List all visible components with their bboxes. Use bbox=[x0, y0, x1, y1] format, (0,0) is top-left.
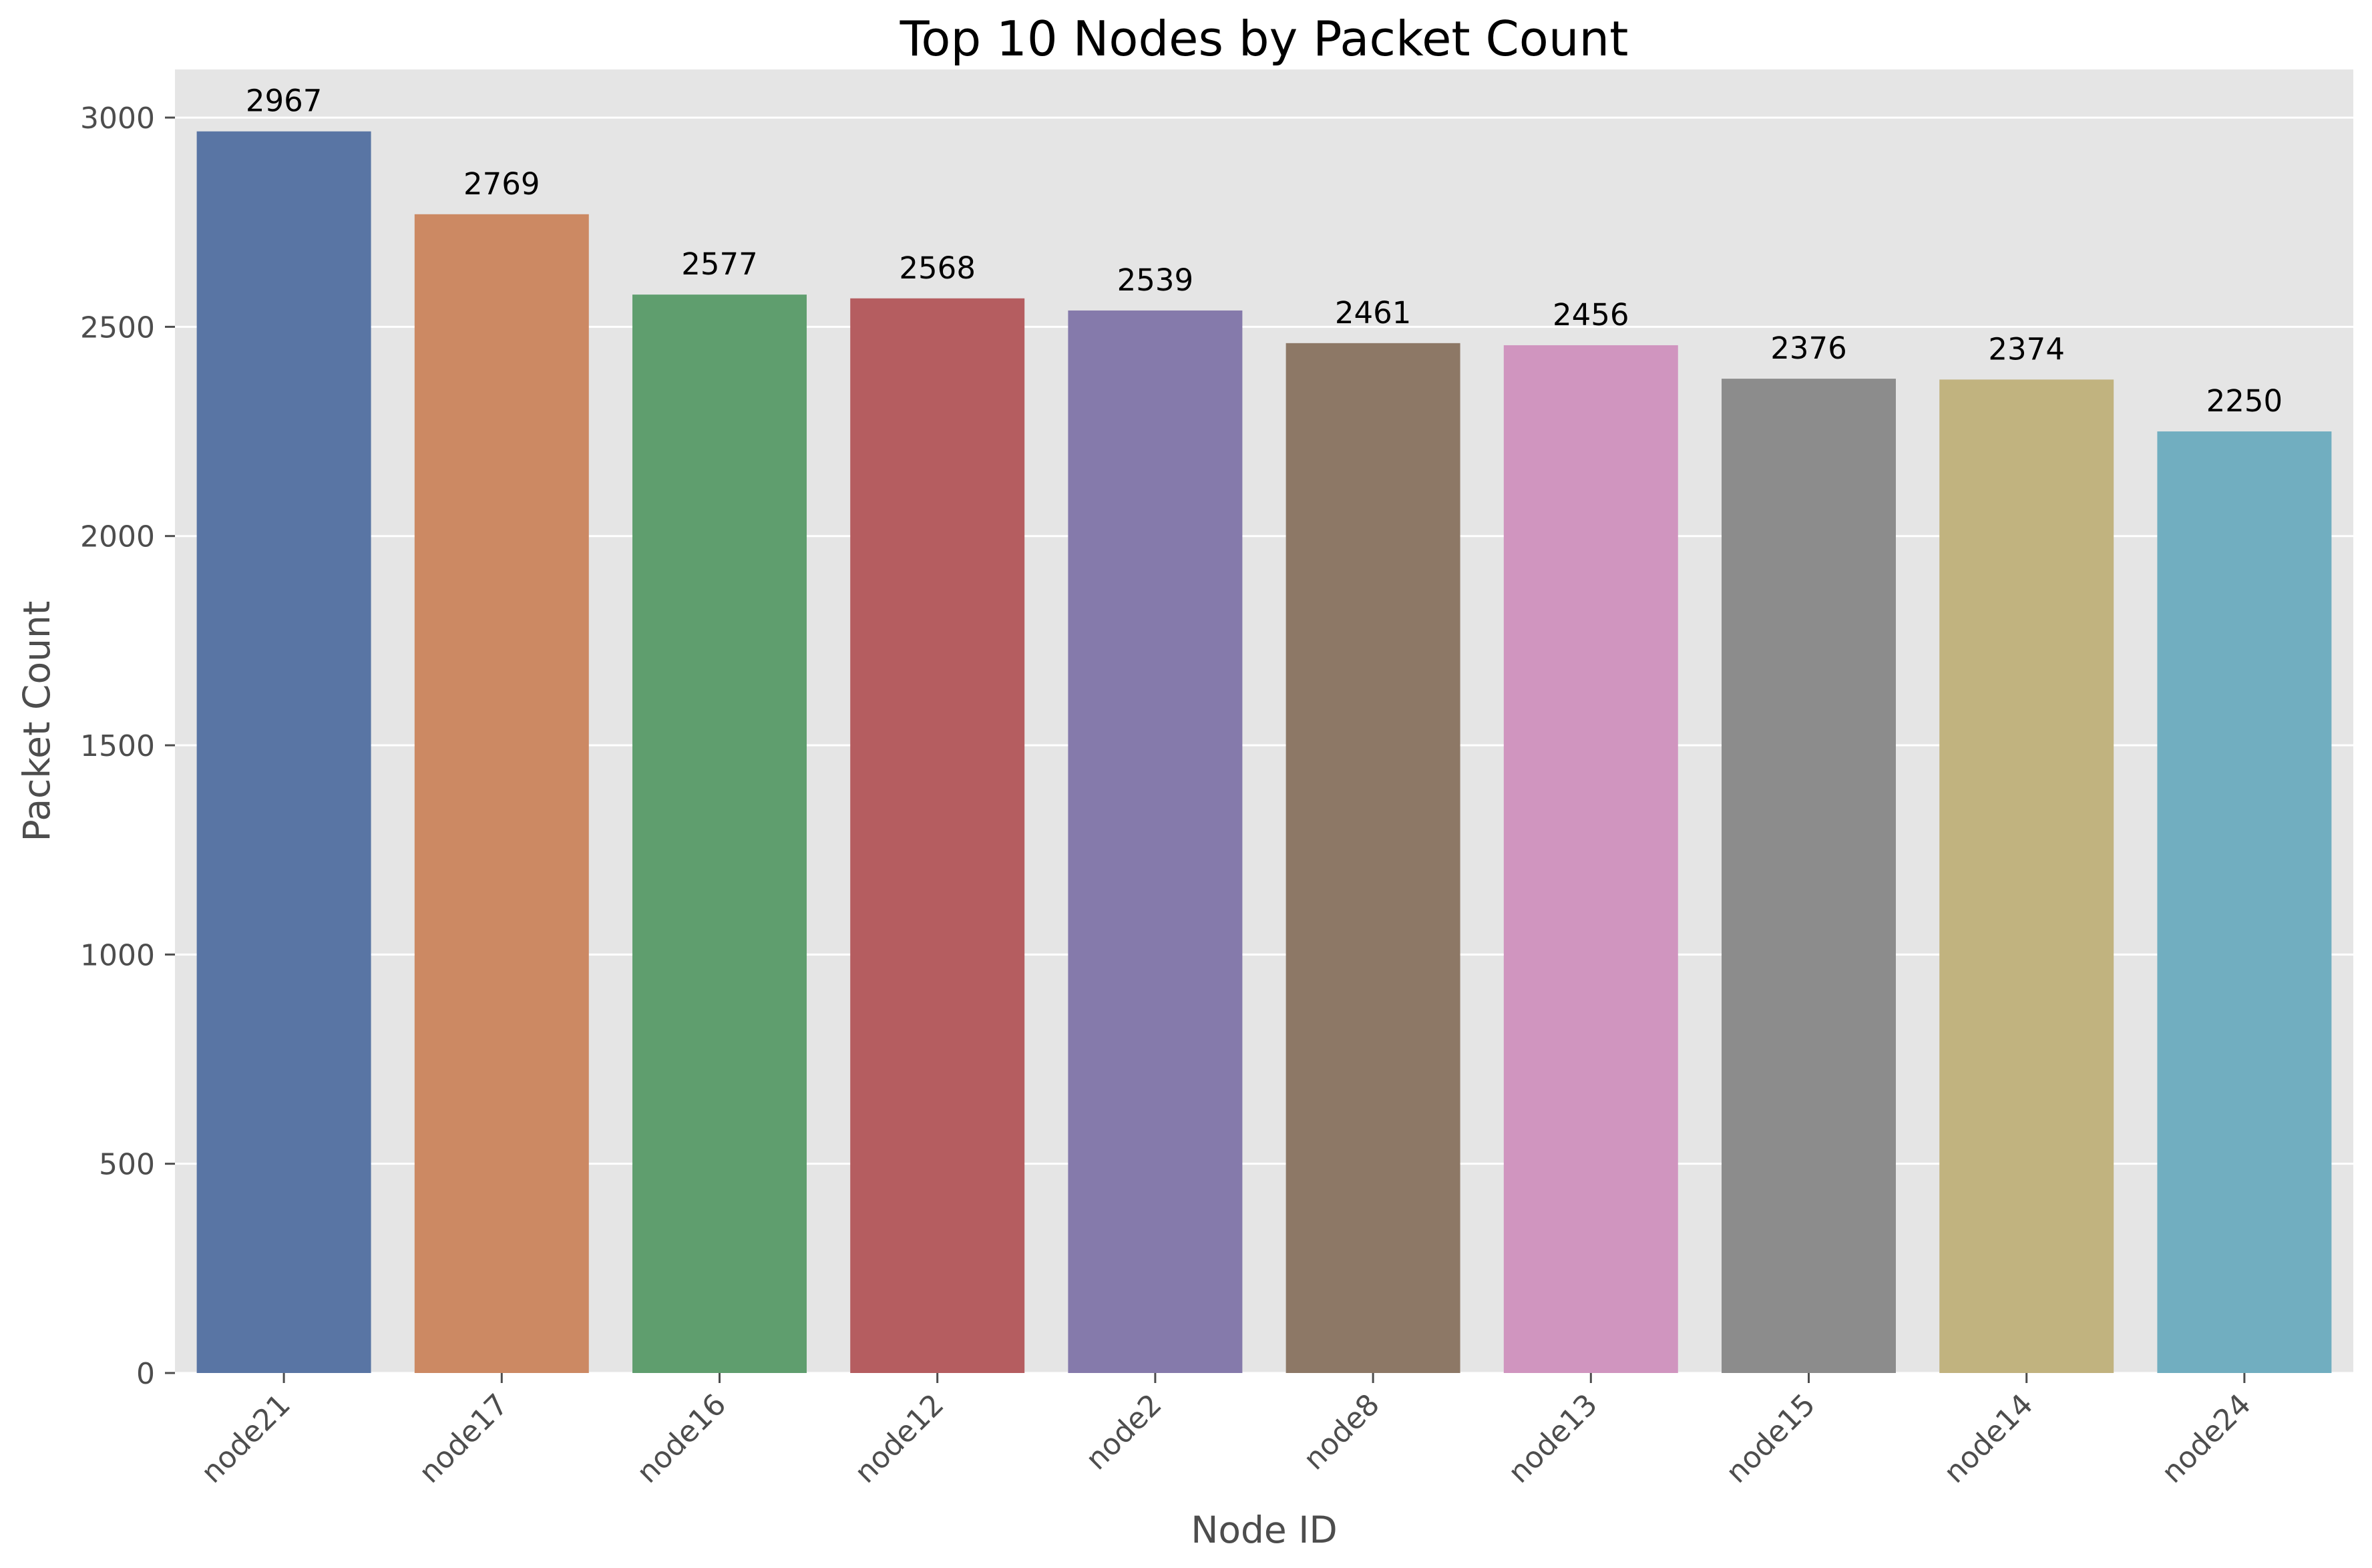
y-tick-label: 3000 bbox=[80, 102, 155, 136]
data-label-node8: 2461 bbox=[1335, 295, 1412, 331]
x-axis-ticks: node21 node17 node16 node12 node2 node8 node13… bbox=[195, 1373, 2258, 1490]
x-tick-label-node24: node24 bbox=[2155, 1388, 2257, 1490]
x-tick-label-node16: node16 bbox=[630, 1388, 733, 1490]
y-tick-label: 2000 bbox=[80, 520, 155, 554]
y-axis-label: Packet Count bbox=[15, 601, 58, 842]
data-label-node17: 2769 bbox=[463, 166, 540, 202]
bar-node17 bbox=[414, 214, 589, 1373]
data-label-node16: 2577 bbox=[681, 246, 758, 282]
bar-node16 bbox=[632, 295, 807, 1374]
data-label-node21: 2967 bbox=[246, 83, 323, 119]
x-tick-label-node14: node14 bbox=[1937, 1388, 2039, 1490]
y-tick-label: 500 bbox=[99, 1148, 155, 1182]
x-tick-label-node17: node17 bbox=[413, 1388, 515, 1490]
x-tick-label-node2: node2 bbox=[1079, 1388, 1169, 1477]
data-label-node12: 2568 bbox=[899, 250, 976, 286]
bar-node2 bbox=[1068, 310, 1243, 1374]
x-tick-label-node15: node15 bbox=[1720, 1388, 1822, 1490]
x-axis-label: Node ID bbox=[1191, 1509, 1338, 1551]
x-tick-label-node12: node12 bbox=[848, 1388, 950, 1490]
y-tick-label: 1000 bbox=[80, 938, 155, 972]
chart-title: Top 10 Nodes by Packet Count bbox=[900, 11, 1629, 67]
data-label-node14: 2374 bbox=[1988, 331, 2065, 367]
y-tick-label: 1500 bbox=[80, 729, 155, 763]
data-label-node13: 2456 bbox=[1553, 297, 1629, 333]
data-label-node15: 2376 bbox=[1770, 331, 1847, 366]
bar-node21 bbox=[196, 131, 371, 1373]
data-label-node2: 2539 bbox=[1117, 262, 1194, 298]
bar-node12 bbox=[850, 298, 1025, 1374]
y-axis-ticks: 0 500 1000 1500 2000 2500 3000 bbox=[80, 102, 175, 1391]
x-tick-label-node13: node13 bbox=[1502, 1388, 1604, 1490]
bar-node24 bbox=[2157, 431, 2332, 1374]
bar-node15 bbox=[1722, 379, 1896, 1373]
bars bbox=[196, 131, 2332, 1374]
y-tick-label: 2500 bbox=[80, 311, 155, 345]
bar-node13 bbox=[1503, 345, 1678, 1373]
data-label-node24: 2250 bbox=[2206, 383, 2283, 419]
bar-node8 bbox=[1286, 343, 1460, 1374]
y-tick-label: 0 bbox=[136, 1357, 155, 1391]
x-tick-label-node21: node21 bbox=[195, 1388, 297, 1490]
x-tick-label-node8: node8 bbox=[1297, 1388, 1386, 1477]
data-labels: 2967 2769 2577 2568 2539 2461 2456 2376 2374 2250 bbox=[246, 83, 2283, 419]
bar-node14 bbox=[1939, 379, 2114, 1373]
